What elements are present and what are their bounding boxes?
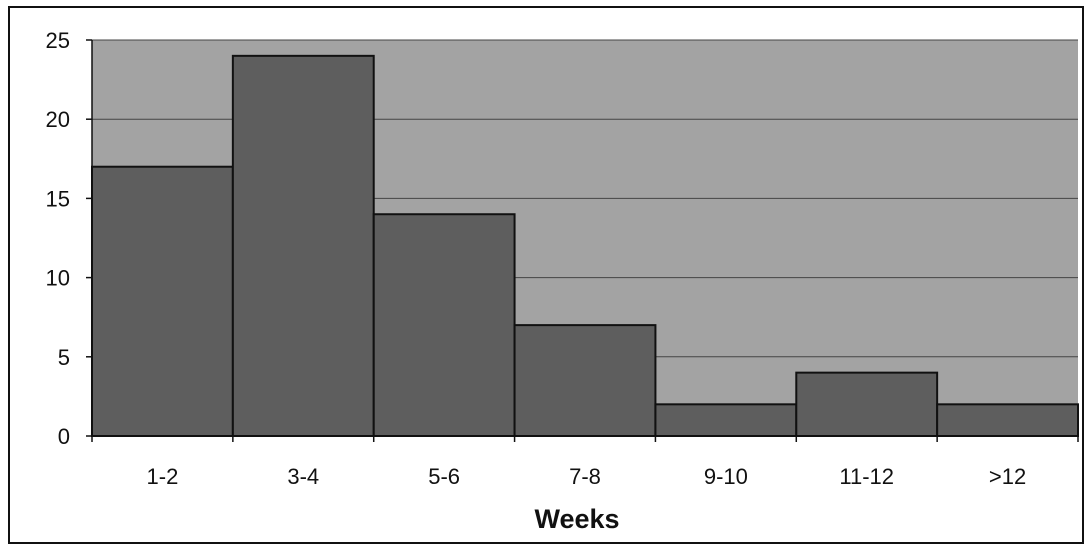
bar->12 [936,403,1080,438]
x-tick-label: 11-12 [839,464,894,489]
x-axis-title: Weeks [534,504,619,534]
bar-3-4 [231,54,375,438]
y-tick-label: 5 [58,345,70,370]
y-axis: 0 5 10 15 20 25 [46,28,93,449]
bar-5-6 [372,213,516,437]
y-tick-label: 10 [46,266,70,291]
x-tick-label: 3-4 [287,464,319,489]
bar-11-12 [795,371,939,438]
y-tick-label: 20 [46,107,70,132]
x-tick-label: 1-2 [147,464,179,489]
x-tick-label: 9-10 [704,464,748,489]
x-axis: 1-2 3-4 5-6 7-8 9-10 11-12 >12 [91,435,1079,489]
x-tick-label: >12 [989,464,1026,489]
bar-9-10 [654,403,798,438]
bar-7-8 [513,324,657,437]
bars [91,54,1080,438]
bar-1-2 [91,165,234,437]
x-tick-label: 7-8 [569,464,601,489]
y-tick-label: 15 [46,186,70,211]
y-tick-label: 25 [46,28,70,53]
y-tick-label: 0 [58,424,70,449]
x-tick-label: 5-6 [428,464,460,489]
